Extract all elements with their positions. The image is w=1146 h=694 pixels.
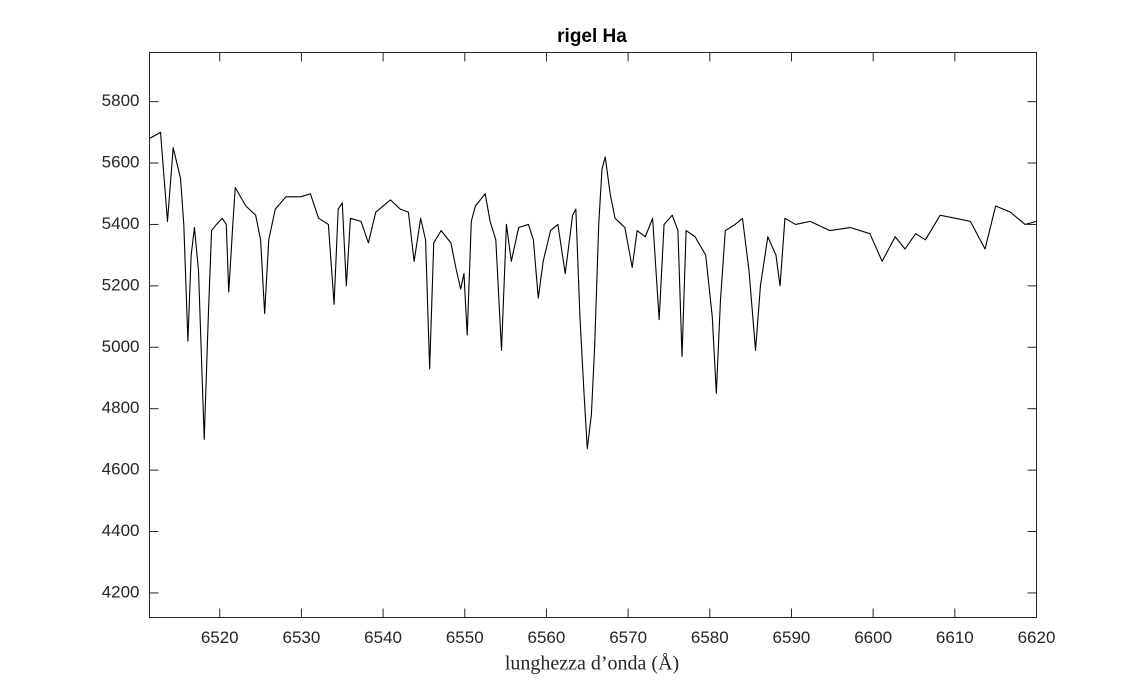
x-axis-label: lunghezza d’onda (Å) <box>505 653 679 675</box>
y-tick-label: 5200 <box>102 275 140 294</box>
x-tick-label: 6520 <box>201 628 239 647</box>
y-tick-label: 4800 <box>102 398 140 417</box>
x-tick-label: 6550 <box>446 628 484 647</box>
y-tick-label: 4600 <box>102 460 140 479</box>
x-tick-label: 6530 <box>283 628 321 647</box>
y-tick-label: 5400 <box>102 214 140 233</box>
x-tick-label: 6610 <box>936 628 974 647</box>
y-tick-label: 4400 <box>102 521 140 540</box>
x-tick-label: 6590 <box>773 628 811 647</box>
x-tick-label: 6600 <box>854 628 892 647</box>
x-tick-label: 6560 <box>528 628 566 647</box>
y-tick-label: 5000 <box>102 337 140 356</box>
x-tick-label: 6620 <box>1018 628 1056 647</box>
y-tick-label: 4200 <box>102 582 140 601</box>
plot-box <box>149 52 1037 618</box>
x-tick-label: 6540 <box>364 628 402 647</box>
y-tick-label: 5800 <box>102 91 140 110</box>
x-tick-label: 6570 <box>609 628 647 647</box>
x-tick-label: 6580 <box>691 628 729 647</box>
chart-title: rigel Ha <box>557 26 627 47</box>
spectrum-line <box>149 131 1037 450</box>
y-tick-label: 5600 <box>102 153 140 172</box>
